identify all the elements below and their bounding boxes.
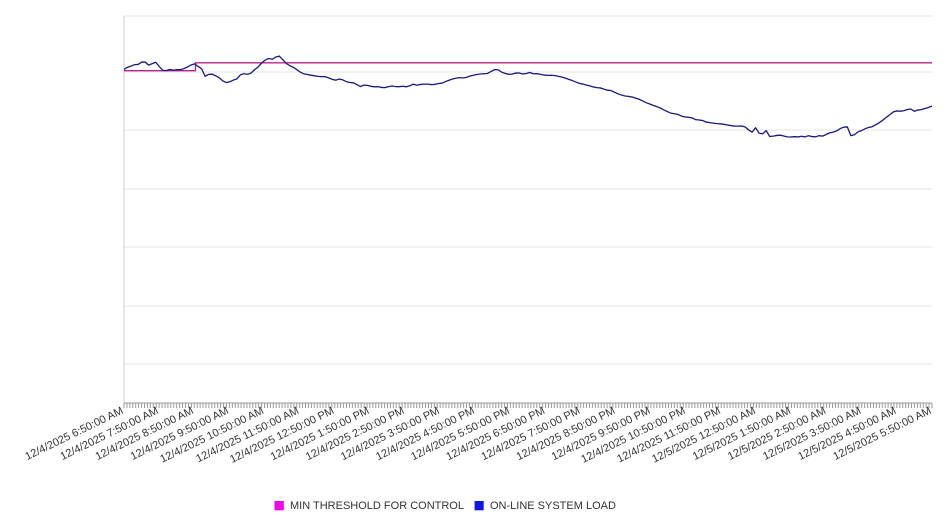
svg-text:MIN THRESHOLD FOR CONTROL: MIN THRESHOLD FOR CONTROL: [290, 500, 464, 512]
svg-text:ON-LINE SYSTEM LOAD: ON-LINE SYSTEM LOAD: [490, 500, 616, 512]
